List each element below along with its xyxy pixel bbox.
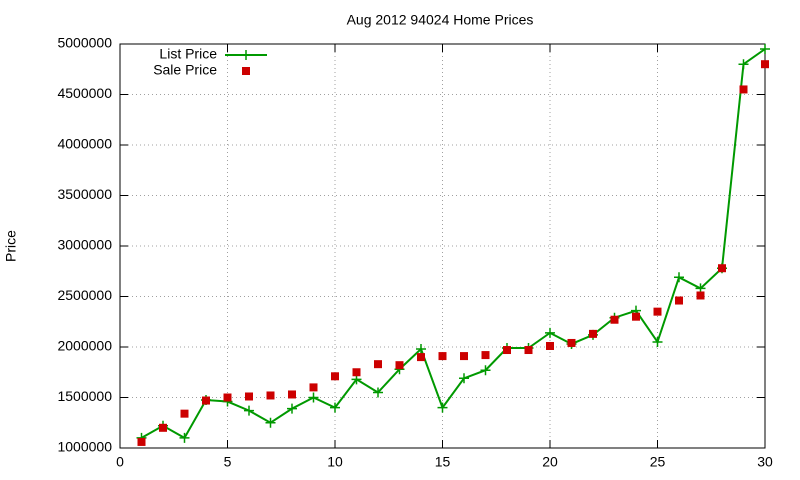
data-point: [245, 392, 253, 401]
data-point: [739, 85, 748, 94]
data-point: [308, 392, 319, 403]
data-point: [137, 437, 146, 446]
x-tick-label: 25: [650, 454, 666, 470]
series-line: [141, 48, 766, 440]
data-point: [309, 383, 318, 392]
legend-label: List Price: [159, 46, 217, 62]
data-point: [437, 402, 448, 413]
data-point: [480, 365, 491, 376]
data-point: [179, 432, 190, 443]
data-point: [675, 296, 683, 305]
x-tick-label: 0: [116, 454, 124, 470]
legend-label: Sale Price: [153, 62, 217, 78]
y-tick-label: 2500000: [57, 287, 112, 303]
plot-border: [119, 43, 766, 449]
y-axis-label: Price: [3, 230, 19, 262]
y-tick-label: 5000000: [57, 35, 112, 51]
data-point: [438, 352, 447, 361]
data-point: [632, 312, 640, 321]
data-point: [567, 338, 576, 347]
y-tick-label: 4500000: [57, 85, 112, 101]
data-point: [460, 352, 468, 361]
data-point: [288, 390, 296, 399]
data-point: [761, 60, 769, 69]
data-point: [718, 264, 726, 273]
x-tick-label: 10: [327, 454, 343, 470]
y-tick-label: 3500000: [57, 186, 112, 202]
data-point: [760, 44, 770, 55]
data-point: [738, 59, 749, 70]
data-point: [652, 336, 663, 347]
y-tick-label: 1500000: [57, 388, 112, 404]
data-point: [244, 405, 254, 416]
data-point: [373, 387, 383, 398]
data-point: [589, 329, 597, 338]
data-point: [417, 353, 425, 362]
chart-title: Aug 2012 94024 Home Prices: [347, 12, 534, 28]
data-point: [546, 341, 554, 350]
x-tick-label: 5: [224, 454, 232, 470]
data-point: [202, 396, 210, 405]
data-point: [223, 393, 232, 402]
data-point: [545, 327, 555, 338]
data-point: [180, 409, 189, 418]
data-point: [610, 315, 619, 324]
data-point: [653, 307, 662, 316]
data-point: [503, 346, 511, 355]
data-point: [481, 351, 490, 360]
x-tick-label: 15: [435, 454, 451, 470]
x-tick-label: 30: [757, 454, 773, 470]
data-point: [266, 391, 275, 400]
legend-marker: [241, 50, 251, 60]
data-point: [330, 402, 340, 413]
x-tick-label: 20: [542, 454, 558, 470]
data-point: [331, 372, 339, 381]
legend-marker: [242, 67, 250, 75]
data-point: [524, 346, 533, 355]
data-point: [459, 373, 469, 384]
data-point: [674, 272, 684, 283]
data-point: [374, 360, 382, 369]
data-point: [395, 361, 404, 370]
y-tick-label: 3000000: [57, 237, 112, 253]
y-tick-label: 2000000: [57, 338, 112, 354]
y-tick-label: 1000000: [57, 439, 112, 455]
data-point: [696, 291, 705, 300]
data-point: [159, 423, 167, 432]
data-point: [287, 403, 297, 414]
y-tick-label: 4000000: [57, 136, 112, 152]
data-point: [416, 344, 426, 355]
data-point: [352, 368, 361, 377]
data-point: [265, 417, 276, 428]
